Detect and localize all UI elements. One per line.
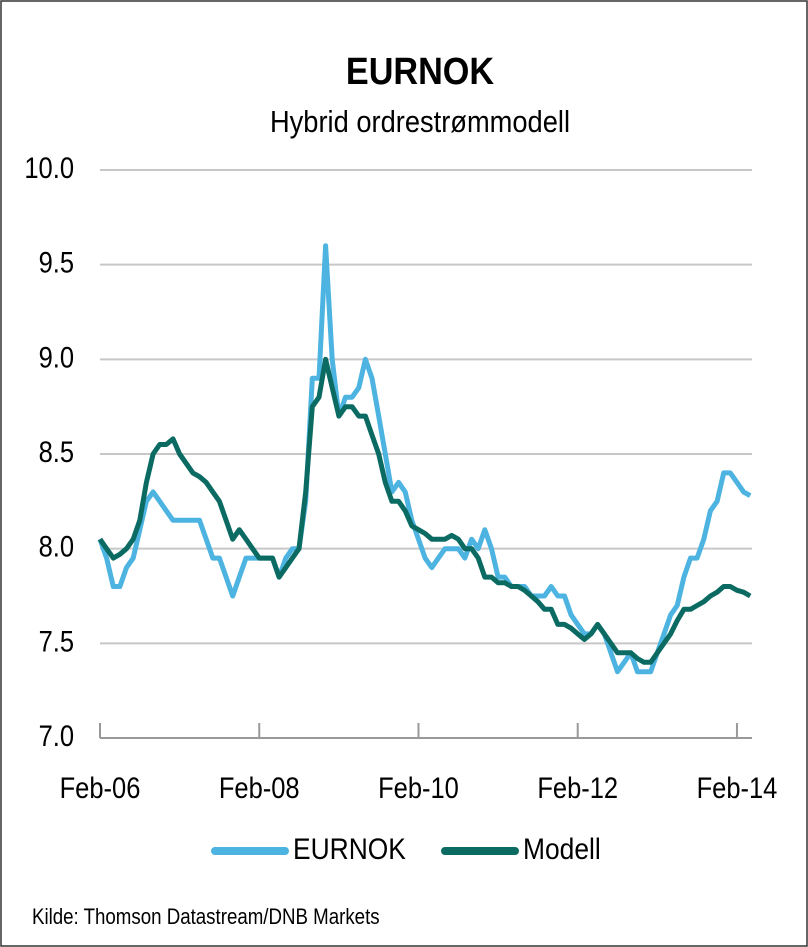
y-tick-label: 7.5 [39, 624, 74, 657]
y-tick-label: 9.5 [39, 246, 74, 279]
line-series [97, 243, 752, 675]
x-tick-label: Feb-06 [60, 771, 141, 804]
chart-subtitle: Hybrid ordrestrømmodell [270, 106, 570, 140]
x-tick-label: Feb-10 [378, 771, 459, 804]
line-series [97, 356, 752, 665]
y-tick-label: 10.0 [24, 151, 74, 184]
legend-label: EURNOK [293, 831, 406, 865]
x-tick-label: Feb-14 [697, 771, 778, 804]
y-tick-label: 9.0 [39, 340, 74, 373]
legend-label: Modell [523, 831, 601, 865]
x-tick-label: Feb-12 [537, 771, 618, 804]
chart-title: EURNOK [346, 49, 494, 92]
y-tick-label: 7.0 [39, 719, 74, 752]
y-tick-label: 8.5 [39, 435, 74, 468]
y-tick-label: 8.0 [39, 530, 74, 563]
source: Kilde: Thomson Datastream/DNB Markets [32, 905, 380, 929]
x-tick-label: Feb-08 [219, 771, 300, 804]
